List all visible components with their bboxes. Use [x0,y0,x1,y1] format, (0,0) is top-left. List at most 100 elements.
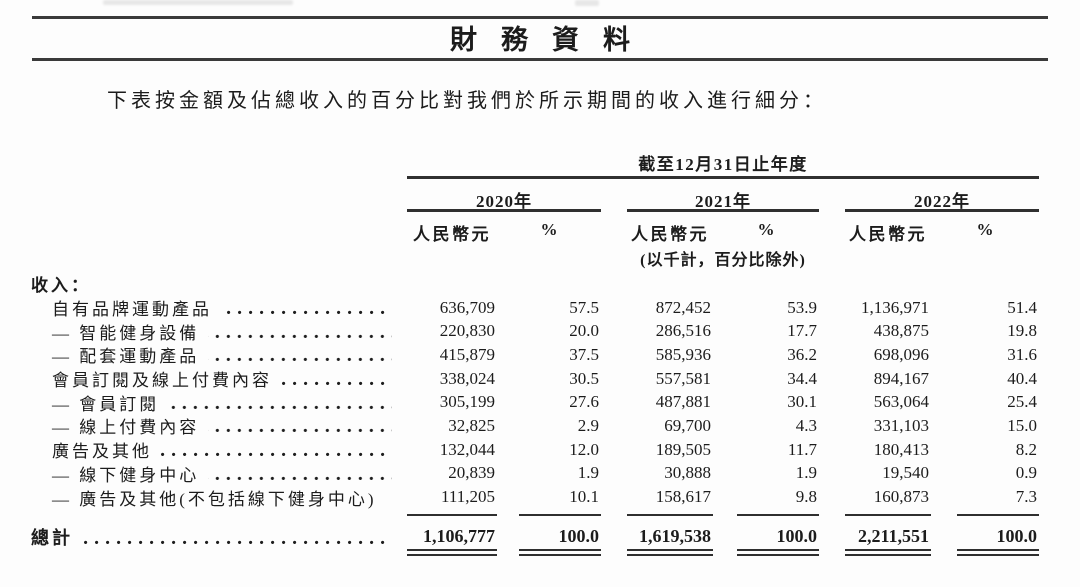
dot-leader [221,310,392,316]
total-double-rule [737,549,819,551]
row-label: — 線下健身中心 [52,465,200,485]
total-double-rule [845,549,931,551]
dot-leader [281,381,392,387]
value-2020-percent: 37.5 [569,344,599,364]
row-label: 廣告及其他 [52,442,152,462]
table-row: — 配套運動產品 415,879 37.5 585,936 36.2 698,0… [30,343,1039,367]
value-2022-amount: 331,103 [873,415,929,435]
period-header: 截至12月31日止年度 [638,155,808,174]
total-double-rule [845,554,931,556]
value-2020-amount: 338,024 [439,368,495,388]
value-2021-percent: 9.8 [795,487,817,507]
dot-leader [82,539,392,545]
value-2022-amount: 438,875 [873,321,929,341]
value-2021-percent: 1.9 [795,463,817,483]
value-2022-percent: 19.8 [1007,321,1037,341]
year-underline-2022 [845,209,1039,212]
value-2020-percent: 10.1 [569,487,599,507]
value-2021-percent: 53.9 [787,297,817,317]
percent-header-2021: % [757,220,775,239]
row-label: — 配套運動產品 [52,347,200,367]
value-2021-percent: 11.7 [787,439,817,459]
table-row: — 會員訂閱 305,199 27.6 487,881 30.1 563,064… [30,390,1039,414]
table-row: — 廣告及其他(不包括線下健身中心) 111,205 10.1 158,617 … [30,485,1039,509]
row-label: 自有品牌運動產品 [52,300,212,320]
total-2020-amount: 1,106,777 [423,526,495,547]
value-2021-percent: 4.3 [795,415,817,435]
total-2021-percent: 100.0 [776,526,818,547]
value-2020-amount: 111,205 [441,487,495,507]
row-label: — 會員訂閱 [52,394,160,414]
table-row: — 線上付費內容 32,825 2.9 69,700 4.3 331,103 1… [30,414,1039,438]
total-row: 總計 1,106,777 100.0 1,619,538 100.0 2,211… [30,524,1039,550]
value-2021-amount: 557,581 [655,368,711,388]
table-row: — 智能健身設備 220,830 20.0 286,516 17.7 438,8… [30,319,1039,343]
value-2022-amount: 894,167 [873,368,929,388]
cropped-text-artifact [103,0,293,5]
value-2021-percent: 30.1 [787,392,817,412]
value-2022-percent: 7.3 [1015,487,1037,507]
amount-header-2020: 人民幣元 [413,225,491,244]
percent-header-2020: % [540,220,558,239]
row-label: 會員訂閱及線上付費內容 [52,371,272,391]
value-2020-percent: 27.6 [569,392,599,412]
value-2022-percent: 15.0 [1007,415,1037,435]
value-2020-amount: 415,879 [439,344,495,364]
value-2021-percent: 36.2 [787,344,817,364]
value-2020-amount: 220,830 [439,321,495,341]
cropped-text-artifact [575,0,599,6]
value-2020-percent: 57.5 [569,297,599,317]
value-2021-amount: 69,700 [664,415,711,435]
total-top-rule [627,514,713,516]
value-2021-amount: 30,888 [664,463,711,483]
year-underline-2021 [627,209,819,212]
total-double-rule [737,554,819,556]
dot-leader [161,452,392,458]
value-2022-percent: 8.2 [1015,439,1037,459]
value-2021-amount: 585,936 [655,344,711,364]
table-row: 廣告及其他 132,044 12.0 189,505 11.7 180,413 … [30,438,1039,462]
value-2020-percent: 2.9 [577,415,599,435]
total-label: 總計 [31,527,73,548]
table-row: 會員訂閱及線上付費內容 338,024 30.5 557,581 34.4 89… [30,367,1039,391]
section-label: 收入： [31,276,91,296]
total-double-rule [407,549,497,551]
value-2022-amount: 1,136,971 [861,297,929,317]
value-2022-percent: 0.9 [1015,463,1037,483]
value-2022-amount: 180,413 [873,439,929,459]
value-2021-amount: 286,516 [655,321,711,341]
total-double-rule [957,549,1039,551]
value-2022-amount: 563,064 [873,392,929,412]
amount-header-2021: 人民幣元 [631,225,709,244]
value-2020-amount: 636,709 [439,297,495,317]
value-2022-amount: 698,096 [873,344,929,364]
value-2022-percent: 51.4 [1007,297,1037,317]
total-2022-amount: 2,211,551 [857,526,929,547]
total-double-rule [627,554,713,556]
value-2021-amount: 487,881 [655,392,711,412]
dot-leader [208,475,392,481]
total-double-rule [519,554,601,556]
table-row: — 線下健身中心 20,839 1.9 30,888 1.9 19,540 0.… [30,462,1039,486]
value-2021-amount: 158,617 [655,487,711,507]
intro-text: 下表按金額及佔總收入的百分比對我們於所示期間的收入進行細分： [107,90,827,112]
unit-note: (以千計，百分比除外) [640,252,806,269]
page-title: 財務資料 [450,25,654,55]
value-2022-amount: 19,540 [882,463,929,483]
value-2020-percent: 1.9 [577,463,599,483]
value-2020-amount: 305,199 [439,392,495,412]
year-underline-2020 [407,209,601,212]
dot-leader [168,404,392,410]
dot-leader [208,428,392,434]
value-2020-percent: 12.0 [569,439,599,459]
value-2021-percent: 34.4 [787,368,817,388]
title-rule-bottom [32,58,1048,61]
value-2022-percent: 31.6 [1007,344,1037,364]
value-2021-amount: 872,452 [655,297,711,317]
value-2022-amount: 160,873 [873,487,929,507]
total-top-rule [407,514,497,516]
revenue-table: 收入： 自有品牌運動產品 636,709 57.5 872,452 53.9 1… [30,272,1039,550]
row-label: — 智能健身設備 [52,323,200,343]
total-double-rule [407,554,497,556]
